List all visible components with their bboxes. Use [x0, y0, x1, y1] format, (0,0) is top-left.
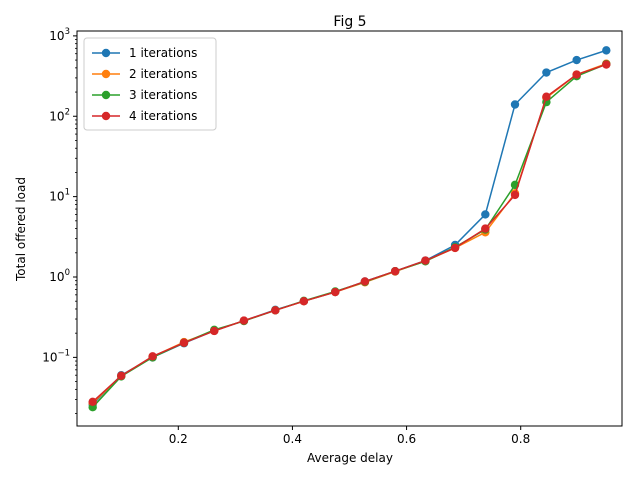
- y-tick-label-1: 10−1: [42, 348, 70, 364]
- legend: 1 iterations 2 iterations 3 iterations 4 it…: [83, 37, 217, 131]
- data-point-s4-18: [602, 60, 611, 69]
- data-point-s1-15: [510, 100, 520, 109]
- data-point-s4-8: [299, 296, 309, 306]
- legend-marker-4: [101, 111, 111, 121]
- data-point-s4-7: [271, 306, 280, 315]
- data-point-s4-5: [210, 326, 219, 336]
- data-point-s4-9: [331, 287, 340, 297]
- x-axis-label: Average delay: [307, 451, 393, 465]
- data-point-s4-15: [510, 190, 520, 200]
- data-point-s4-4: [179, 338, 189, 347]
- y-tick-label-4: 102: [49, 107, 70, 123]
- data-point-s1-17: [572, 55, 581, 65]
- legend-label-3: 3 iterations: [129, 88, 197, 102]
- x-axis-ticks: 0.2 0.4 0.6 0.8: [169, 426, 530, 446]
- legend-marker-2: [101, 69, 111, 79]
- data-point-s4-12: [421, 256, 430, 265]
- x-tick-label-3: 0.6: [397, 432, 416, 446]
- data-point-s4-11: [390, 267, 400, 276]
- y-axis-label: Total offered load: [14, 177, 28, 282]
- legend-label-2: 2 iterations: [129, 67, 197, 81]
- data-point-s4-14: [481, 224, 490, 233]
- data-point-s1-18: [602, 46, 611, 55]
- data-point-s4-6: [239, 316, 249, 325]
- x-tick-label-2: 0.4: [283, 432, 302, 446]
- data-point-s1-14: [481, 210, 490, 219]
- data-point-s4-10: [360, 277, 370, 286]
- legend-box: [83, 37, 217, 131]
- data-point-s4-16: [542, 92, 551, 101]
- legend-marker-1: [101, 48, 111, 58]
- data-point-s4-2: [117, 371, 126, 380]
- y-tick-label-3: 101: [49, 188, 70, 204]
- data-point-s4-3: [148, 352, 157, 361]
- legend-label-1: 1 iterations: [129, 46, 197, 60]
- x-tick-label-1: 0.2: [169, 432, 188, 446]
- data-point-s4-17: [572, 70, 581, 79]
- y-axis-ticks: 10−1 100 101 102 103: [42, 27, 77, 414]
- data-point-s4-13: [450, 243, 460, 253]
- series-layer: [88, 46, 611, 412]
- series-line-4: [92, 63, 607, 403]
- data-point-s1-16: [542, 68, 551, 77]
- legend-marker-3: [101, 90, 111, 100]
- chart-title: Fig 5: [333, 14, 366, 30]
- legend-label-4: 4 iterations: [129, 109, 197, 123]
- y-tick-label-2: 100: [49, 268, 70, 284]
- y-tick-label-5: 103: [49, 27, 70, 43]
- x-tick-label-4: 0.8: [511, 432, 530, 446]
- data-point-s4-1: [88, 397, 97, 407]
